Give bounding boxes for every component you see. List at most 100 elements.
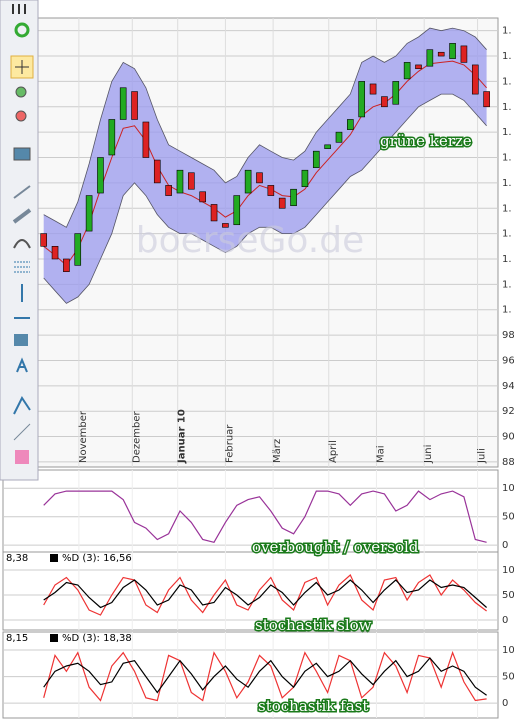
candle <box>426 49 434 67</box>
y-tick-label: 94 <box>502 381 514 392</box>
zoom-in-button[interactable] <box>15 86 27 98</box>
text-tool[interactable] <box>16 357 28 373</box>
line <box>43 60 487 267</box>
channel-tool[interactable] <box>12 208 32 224</box>
y-tick-label: 0 <box>502 540 508 551</box>
x-tick-label: Dezember <box>131 411 142 463</box>
y-tick-label: 1. <box>502 254 512 265</box>
y-tick-label: 1. <box>502 26 512 37</box>
zoom-out-button[interactable] <box>15 110 27 122</box>
candle <box>403 62 411 80</box>
y-tick-label: 88 <box>502 457 514 468</box>
line <box>43 27 487 228</box>
y-tick-label: 1. <box>502 229 512 240</box>
candle <box>324 144 331 149</box>
y-tick-label: 92 <box>502 406 514 417</box>
y-tick-label: 1. <box>502 178 512 189</box>
candle <box>74 233 82 266</box>
annotation: grüne kerze <box>380 132 472 150</box>
crosshair-icon <box>15 60 29 74</box>
candle <box>483 91 490 108</box>
d-label: %D (3): 18,38 <box>62 633 132 644</box>
fib-tool[interactable] <box>14 261 30 273</box>
y-tick-label: 1. <box>502 305 512 316</box>
candle <box>244 169 252 194</box>
y-tick-label: 1. <box>502 153 512 164</box>
line-tool[interactable] <box>13 185 31 199</box>
x-tick-label: Januar 10 <box>177 409 188 464</box>
candle <box>278 197 286 209</box>
candle <box>165 185 172 196</box>
legend-swatch <box>50 554 58 562</box>
line <box>43 490 487 543</box>
x-tick-label: März <box>272 439 283 463</box>
line <box>43 657 487 696</box>
y-tick-label: 98 <box>502 330 514 341</box>
y-tick-label: 1. <box>502 102 512 113</box>
candle <box>142 121 150 158</box>
ray-tool[interactable] <box>13 423 31 441</box>
candle <box>51 246 59 260</box>
candle <box>460 45 468 63</box>
trend-tool[interactable] <box>13 396 31 415</box>
x-tick-label: Mai <box>375 445 386 463</box>
candle <box>267 185 275 196</box>
candle <box>188 172 195 190</box>
candle <box>97 157 104 194</box>
candle <box>437 51 445 57</box>
k-label: 8,15 <box>6 633 28 644</box>
candle <box>449 43 456 59</box>
y-tick-label: 10 <box>502 565 514 576</box>
d-label: %D (3): 16,56 <box>62 553 132 564</box>
line <box>43 579 487 609</box>
candle <box>63 258 70 272</box>
x-tick-label: Februar <box>224 424 235 463</box>
band-fill <box>43 28 487 304</box>
y-tick-label: 50 <box>502 512 514 523</box>
y-tick-label: 0 <box>502 698 508 709</box>
candle <box>301 169 309 187</box>
candle <box>256 172 263 184</box>
rect-tool[interactable] <box>14 334 28 346</box>
candle <box>153 159 161 184</box>
candle <box>222 223 229 228</box>
refresh-button[interactable] <box>14 22 30 38</box>
candle <box>108 119 116 156</box>
candle <box>131 91 138 120</box>
candle <box>176 169 184 194</box>
toolbar <box>0 0 39 481</box>
annotation: stochastik slow <box>255 616 372 634</box>
candle <box>119 87 127 120</box>
grip <box>24 4 26 14</box>
candle <box>381 96 388 108</box>
candle <box>415 64 422 70</box>
candle <box>85 195 93 232</box>
k-label: 8,38 <box>6 553 28 564</box>
candle <box>210 204 218 222</box>
y-tick-label: 1. <box>502 51 512 62</box>
candle <box>40 233 47 247</box>
y-tick-label: 10 <box>502 483 514 494</box>
y-tick-label: 1. <box>502 127 512 138</box>
y-tick-label: 50 <box>502 590 514 601</box>
candle <box>335 131 343 143</box>
y-tick-label: 96 <box>502 355 514 366</box>
line <box>43 93 487 304</box>
color-tool[interactable] <box>15 450 29 464</box>
y-tick-label: 50 <box>502 672 514 683</box>
x-tick-label: Juni <box>423 445 434 464</box>
screen-button[interactable] <box>13 147 31 161</box>
arc-tool[interactable] <box>13 239 31 249</box>
candle <box>347 119 354 130</box>
y-tick-label: 1. <box>502 76 512 87</box>
candle <box>358 81 366 118</box>
candle <box>199 191 206 203</box>
y-tick-label: 1. <box>502 203 512 214</box>
y-tick-label: 10 <box>502 645 514 656</box>
candle <box>233 195 241 226</box>
candle <box>369 83 377 95</box>
x-tick-label: November <box>78 410 89 463</box>
grip <box>18 4 20 14</box>
